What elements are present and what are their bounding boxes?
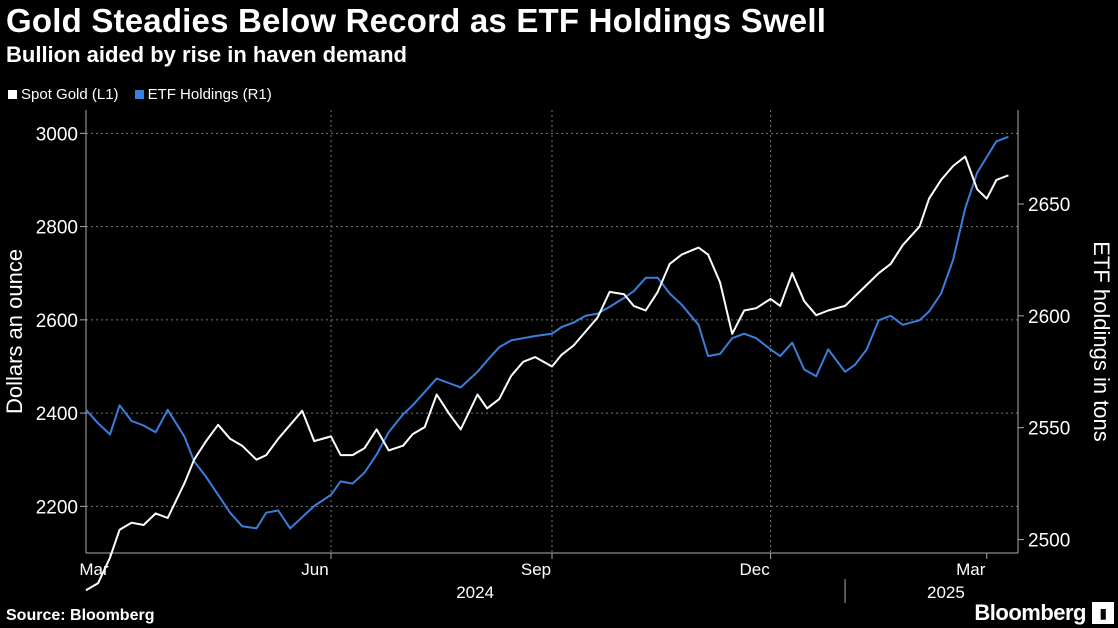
x-tick-label: Jun	[301, 560, 328, 579]
chart-subtitle: Bullion aided by rise in haven demand	[6, 42, 407, 67]
chart-icon: ▮	[1092, 602, 1114, 624]
source-note: Source: Bloomberg	[6, 607, 155, 624]
y-right-tick-label: 2600	[1028, 307, 1070, 328]
y-left-tick-label: 3000	[36, 124, 78, 145]
brand-logo: Bloomberg ▮	[974, 600, 1114, 626]
series-line-etf-holdings	[85, 135, 1009, 530]
legend-swatch-etf	[134, 90, 144, 99]
x-tick-label: Mar	[956, 560, 986, 579]
y-right-tick-label: 2550	[1028, 419, 1070, 440]
legend-label-etf: ETF Holdings (R1)	[147, 86, 272, 103]
legend-item-etf: ETF Holdings (R1)	[134, 86, 272, 103]
year-label: 2024	[456, 583, 494, 602]
x-tick-label: Sep	[521, 560, 551, 579]
y-left-tick-label: 2400	[36, 404, 78, 425]
y-right-tick-label: 2500	[1028, 531, 1070, 552]
series-line-spot-gold	[85, 155, 1009, 592]
y-left-tick-label: 2800	[36, 218, 78, 239]
chart-title: Gold Steadies Below Record as ETF Holdin…	[6, 2, 827, 39]
brand-name: Bloomberg	[974, 600, 1086, 625]
legend-label-gold: Spot Gold (L1)	[21, 86, 119, 103]
y-right-tick-label: 2650	[1028, 195, 1070, 216]
legend-swatch-gold	[8, 90, 17, 99]
x-tick-label: Dec	[739, 560, 770, 579]
year-label: 2025	[927, 583, 965, 602]
y-right-axis-title: ETF holdings in tons	[1089, 241, 1114, 442]
y-left-axis-title: Dollars an ounce	[2, 249, 27, 414]
y-left-tick-label: 2600	[36, 311, 78, 332]
legend-item-gold: Spot Gold (L1)	[8, 86, 119, 103]
y-left-tick-label: 2200	[36, 497, 78, 518]
chart-legend: Spot Gold (L1) ETF Holdings (R1)	[8, 86, 284, 103]
